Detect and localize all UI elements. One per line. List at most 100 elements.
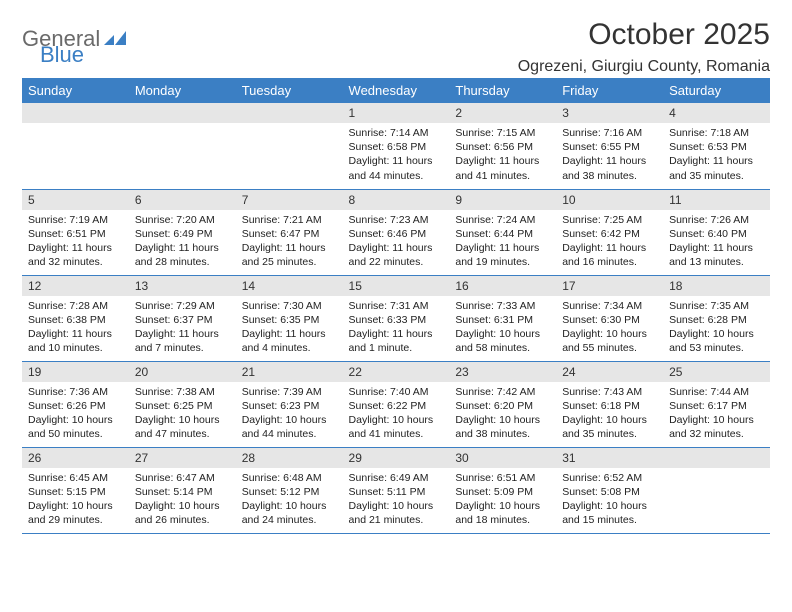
calendar-day-cell: 18Sunrise: 7:35 AMSunset: 6:28 PMDayligh… <box>663 275 770 361</box>
calendar-day-cell: 9Sunrise: 7:24 AMSunset: 6:44 PMDaylight… <box>449 189 556 275</box>
day-number: 11 <box>663 190 770 210</box>
day-number: 7 <box>236 190 343 210</box>
calendar-week-row: 26Sunrise: 6:45 AMSunset: 5:15 PMDayligh… <box>22 447 770 533</box>
day-number: 3 <box>556 103 663 123</box>
day-number: 19 <box>22 362 129 382</box>
logo-mark-icon <box>104 29 126 52</box>
day-number <box>129 103 236 123</box>
calendar-day-cell <box>663 447 770 533</box>
day-info <box>236 123 343 173</box>
day-info: Sunrise: 7:24 AMSunset: 6:44 PMDaylight:… <box>449 210 556 274</box>
calendar-day-cell: 24Sunrise: 7:43 AMSunset: 6:18 PMDayligh… <box>556 361 663 447</box>
calendar-header-row: SundayMondayTuesdayWednesdayThursdayFrid… <box>22 78 770 103</box>
calendar-week-row: 19Sunrise: 7:36 AMSunset: 6:26 PMDayligh… <box>22 361 770 447</box>
calendar-day-cell <box>129 103 236 189</box>
day-info: Sunrise: 7:28 AMSunset: 6:38 PMDaylight:… <box>22 296 129 360</box>
calendar-day-cell: 31Sunrise: 6:52 AMSunset: 5:08 PMDayligh… <box>556 447 663 533</box>
day-info: Sunrise: 7:21 AMSunset: 6:47 PMDaylight:… <box>236 210 343 274</box>
day-number: 5 <box>22 190 129 210</box>
day-number: 28 <box>236 448 343 468</box>
weekday-header: Saturday <box>663 78 770 103</box>
day-number: 27 <box>129 448 236 468</box>
day-number: 15 <box>343 276 450 296</box>
day-info: Sunrise: 7:16 AMSunset: 6:55 PMDaylight:… <box>556 123 663 187</box>
calendar-week-row: 1Sunrise: 7:14 AMSunset: 6:58 PMDaylight… <box>22 103 770 189</box>
weekday-header: Monday <box>129 78 236 103</box>
calendar-day-cell: 1Sunrise: 7:14 AMSunset: 6:58 PMDaylight… <box>343 103 450 189</box>
calendar-day-cell <box>236 103 343 189</box>
day-number: 10 <box>556 190 663 210</box>
day-number: 23 <box>449 362 556 382</box>
day-info: Sunrise: 6:47 AMSunset: 5:14 PMDaylight:… <box>129 468 236 532</box>
calendar-day-cell: 14Sunrise: 7:30 AMSunset: 6:35 PMDayligh… <box>236 275 343 361</box>
day-number: 12 <box>22 276 129 296</box>
calendar-day-cell: 8Sunrise: 7:23 AMSunset: 6:46 PMDaylight… <box>343 189 450 275</box>
day-info: Sunrise: 7:31 AMSunset: 6:33 PMDaylight:… <box>343 296 450 360</box>
day-info: Sunrise: 7:33 AMSunset: 6:31 PMDaylight:… <box>449 296 556 360</box>
day-info: Sunrise: 7:14 AMSunset: 6:58 PMDaylight:… <box>343 123 450 187</box>
day-number: 29 <box>343 448 450 468</box>
day-number: 4 <box>663 103 770 123</box>
calendar-day-cell: 5Sunrise: 7:19 AMSunset: 6:51 PMDaylight… <box>22 189 129 275</box>
calendar-day-cell: 3Sunrise: 7:16 AMSunset: 6:55 PMDaylight… <box>556 103 663 189</box>
calendar-day-cell: 25Sunrise: 7:44 AMSunset: 6:17 PMDayligh… <box>663 361 770 447</box>
calendar-day-cell: 4Sunrise: 7:18 AMSunset: 6:53 PMDaylight… <box>663 103 770 189</box>
day-info: Sunrise: 7:30 AMSunset: 6:35 PMDaylight:… <box>236 296 343 360</box>
day-info <box>129 123 236 173</box>
day-info: Sunrise: 7:40 AMSunset: 6:22 PMDaylight:… <box>343 382 450 446</box>
day-info: Sunrise: 6:52 AMSunset: 5:08 PMDaylight:… <box>556 468 663 532</box>
day-number <box>663 448 770 468</box>
day-info: Sunrise: 7:15 AMSunset: 6:56 PMDaylight:… <box>449 123 556 187</box>
calendar-table: SundayMondayTuesdayWednesdayThursdayFrid… <box>22 78 770 534</box>
day-info: Sunrise: 7:25 AMSunset: 6:42 PMDaylight:… <box>556 210 663 274</box>
calendar-body: 1Sunrise: 7:14 AMSunset: 6:58 PMDaylight… <box>22 103 770 533</box>
calendar-day-cell: 20Sunrise: 7:38 AMSunset: 6:25 PMDayligh… <box>129 361 236 447</box>
calendar-day-cell: 13Sunrise: 7:29 AMSunset: 6:37 PMDayligh… <box>129 275 236 361</box>
day-info: Sunrise: 7:26 AMSunset: 6:40 PMDaylight:… <box>663 210 770 274</box>
calendar-day-cell: 11Sunrise: 7:26 AMSunset: 6:40 PMDayligh… <box>663 189 770 275</box>
day-info: Sunrise: 7:23 AMSunset: 6:46 PMDaylight:… <box>343 210 450 274</box>
day-number <box>22 103 129 123</box>
day-number: 6 <box>129 190 236 210</box>
day-info: Sunrise: 7:18 AMSunset: 6:53 PMDaylight:… <box>663 123 770 187</box>
calendar-day-cell: 23Sunrise: 7:42 AMSunset: 6:20 PMDayligh… <box>449 361 556 447</box>
calendar-day-cell: 22Sunrise: 7:40 AMSunset: 6:22 PMDayligh… <box>343 361 450 447</box>
calendar-day-cell: 16Sunrise: 7:33 AMSunset: 6:31 PMDayligh… <box>449 275 556 361</box>
day-number: 16 <box>449 276 556 296</box>
day-number: 2 <box>449 103 556 123</box>
logo-text-blue: Blue <box>40 42 84 67</box>
calendar-day-cell: 27Sunrise: 6:47 AMSunset: 5:14 PMDayligh… <box>129 447 236 533</box>
day-number: 30 <box>449 448 556 468</box>
calendar-day-cell: 30Sunrise: 6:51 AMSunset: 5:09 PMDayligh… <box>449 447 556 533</box>
day-info: Sunrise: 7:39 AMSunset: 6:23 PMDaylight:… <box>236 382 343 446</box>
day-info <box>22 123 129 173</box>
day-info: Sunrise: 7:38 AMSunset: 6:25 PMDaylight:… <box>129 382 236 446</box>
day-info: Sunrise: 7:44 AMSunset: 6:17 PMDaylight:… <box>663 382 770 446</box>
day-info: Sunrise: 7:43 AMSunset: 6:18 PMDaylight:… <box>556 382 663 446</box>
day-number: 18 <box>663 276 770 296</box>
calendar-day-cell: 10Sunrise: 7:25 AMSunset: 6:42 PMDayligh… <box>556 189 663 275</box>
day-info: Sunrise: 7:29 AMSunset: 6:37 PMDaylight:… <box>129 296 236 360</box>
title-block: October 2025 Ogrezeni, Giurgiu County, R… <box>518 18 770 76</box>
calendar-day-cell: 28Sunrise: 6:48 AMSunset: 5:12 PMDayligh… <box>236 447 343 533</box>
day-number <box>236 103 343 123</box>
weekday-header: Thursday <box>449 78 556 103</box>
calendar-day-cell: 7Sunrise: 7:21 AMSunset: 6:47 PMDaylight… <box>236 189 343 275</box>
day-info: Sunrise: 7:35 AMSunset: 6:28 PMDaylight:… <box>663 296 770 360</box>
day-info: Sunrise: 6:45 AMSunset: 5:15 PMDaylight:… <box>22 468 129 532</box>
weekday-header: Friday <box>556 78 663 103</box>
day-info <box>663 468 770 518</box>
calendar-day-cell: 6Sunrise: 7:20 AMSunset: 6:49 PMDaylight… <box>129 189 236 275</box>
calendar-week-row: 12Sunrise: 7:28 AMSunset: 6:38 PMDayligh… <box>22 275 770 361</box>
day-number: 13 <box>129 276 236 296</box>
day-info: Sunrise: 6:51 AMSunset: 5:09 PMDaylight:… <box>449 468 556 532</box>
calendar-day-cell: 2Sunrise: 7:15 AMSunset: 6:56 PMDaylight… <box>449 103 556 189</box>
day-number: 22 <box>343 362 450 382</box>
day-info: Sunrise: 7:36 AMSunset: 6:26 PMDaylight:… <box>22 382 129 446</box>
calendar-day-cell: 17Sunrise: 7:34 AMSunset: 6:30 PMDayligh… <box>556 275 663 361</box>
day-number: 24 <box>556 362 663 382</box>
day-number: 1 <box>343 103 450 123</box>
day-number: 17 <box>556 276 663 296</box>
day-number: 21 <box>236 362 343 382</box>
calendar-day-cell <box>22 103 129 189</box>
